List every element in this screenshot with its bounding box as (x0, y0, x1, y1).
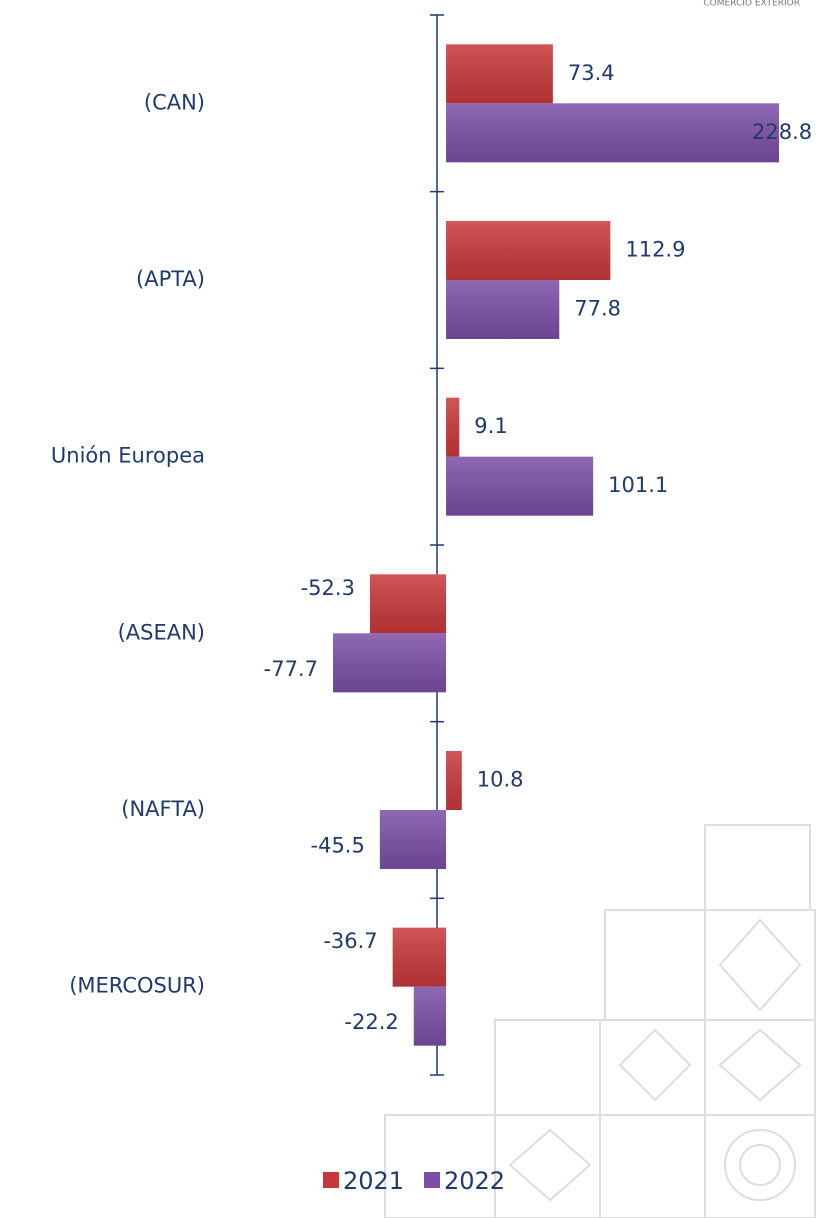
value-label: 112.9 (625, 238, 685, 262)
bar-shade (392, 927, 447, 987)
value-label: -77.7 (264, 657, 318, 681)
bar-shade (446, 397, 460, 457)
bar-shade (379, 810, 447, 869)
decoration (384, 824, 816, 1218)
category-label: (APTA) (136, 267, 205, 291)
legend-label: 2022 (444, 1167, 505, 1195)
bar-shade (446, 751, 462, 810)
value-label: -45.5 (311, 834, 365, 858)
value-label: -22.2 (344, 1010, 398, 1034)
value-label: 77.8 (574, 297, 621, 321)
category-label: Unión Europea (51, 444, 205, 468)
value-label: 9.1 (474, 414, 507, 438)
legend-label: 2021 (343, 1167, 404, 1195)
value-label: -52.3 (301, 576, 355, 600)
bar-shade (333, 633, 447, 693)
category-label: (NAFTA) (121, 797, 205, 821)
value-label: -36.7 (323, 929, 377, 953)
value-label: 101.1 (608, 473, 668, 497)
header: COMERCIO EXTERIOR (703, 0, 800, 9)
bar-shade (446, 456, 594, 516)
legend-swatch (323, 1172, 339, 1188)
bar-shade (446, 221, 611, 280)
bar-shade (446, 103, 779, 163)
value-label: 10.8 (477, 768, 524, 792)
bar-shade (446, 280, 560, 339)
value-label: 73.4 (568, 61, 615, 85)
category-label: (MERCOSUR) (69, 974, 205, 998)
value-label: 228.8 (752, 120, 812, 144)
legend-swatch (424, 1172, 440, 1188)
bar-shade (413, 986, 447, 1046)
bar-shade (446, 44, 553, 104)
category-label: (ASEAN) (118, 620, 205, 644)
bar-shade (369, 574, 447, 634)
category-label: (CAN) (144, 90, 205, 114)
